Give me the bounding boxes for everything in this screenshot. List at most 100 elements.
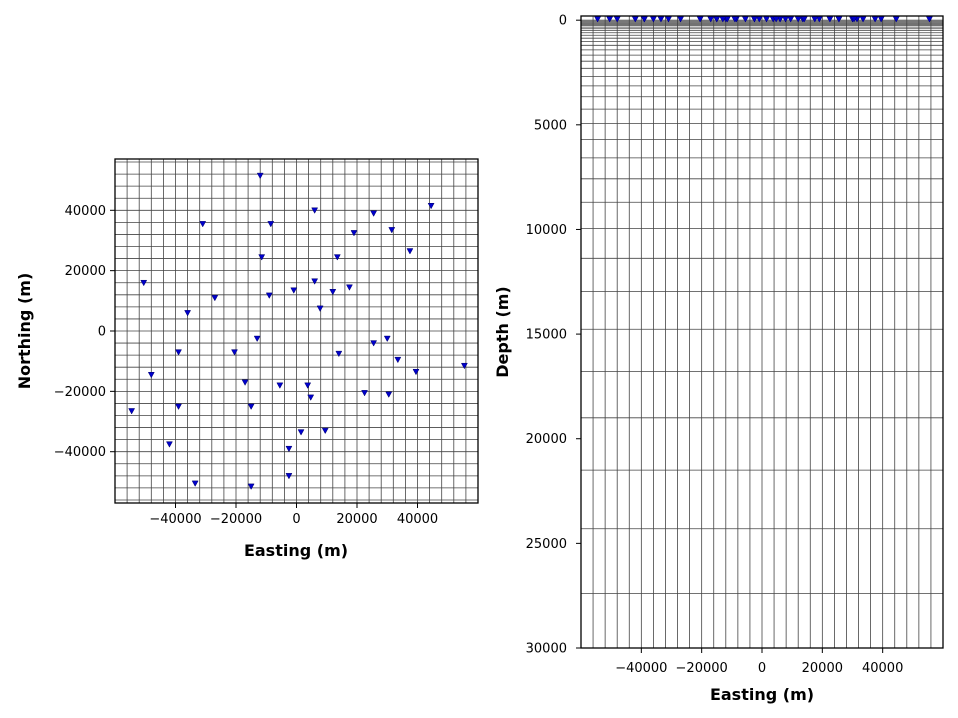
x-tick-label: 40000: [397, 512, 438, 527]
station-marker: [175, 403, 182, 410]
station-marker: [285, 445, 293, 453]
station-marker: [258, 254, 266, 261]
station-marker: [297, 429, 305, 436]
station-marker: [311, 278, 319, 285]
station-marker: [665, 16, 672, 23]
station-marker: [166, 441, 173, 448]
x-tick-label: −40000: [149, 512, 201, 527]
x-tick-label: 20000: [336, 512, 377, 527]
x-tick-label: 0: [758, 661, 766, 676]
station-marker: [253, 335, 261, 343]
y-tick-label: 30000: [526, 642, 567, 657]
x-tick-label: 20000: [802, 661, 843, 676]
station-marker: [640, 16, 648, 23]
station-marker: [370, 340, 378, 347]
station-marker: [800, 16, 808, 23]
station-marker: [265, 292, 273, 299]
station-marker: [191, 480, 199, 487]
station-marker: [385, 391, 393, 398]
station-marker: [731, 16, 739, 23]
y-tick-label: 25000: [526, 537, 567, 552]
station-marker: [184, 310, 192, 317]
station-marker: [333, 254, 341, 261]
station-marker: [763, 16, 770, 23]
station-marker: [713, 16, 721, 23]
station-marker: [304, 382, 312, 389]
station-marker: [696, 16, 704, 23]
plan-view-x-ticks: −40000 −20000 0 20000 40000: [149, 503, 438, 527]
station-marker: [199, 221, 207, 228]
station-marker: [460, 362, 468, 370]
station-marker: [247, 403, 255, 410]
station-marker: [877, 16, 885, 23]
station-marker: [723, 16, 731, 23]
section-view-axes: −40000 −20000 0 20000 40000 0 5000 10000 15000 2…: [493, 14, 944, 704]
station-marker: [755, 16, 763, 23]
station-marker: [276, 382, 284, 389]
station-marker: [707, 16, 715, 23]
y-tick-label: 0: [559, 14, 567, 29]
station-marker: [361, 390, 368, 397]
station-marker: [815, 16, 823, 23]
station-marker: [794, 16, 802, 23]
station-marker: [388, 227, 396, 234]
station-marker: [751, 16, 758, 23]
plan-view-y-ticks: −40000 −20000 0 20000 40000: [54, 204, 115, 460]
y-tick-label: −20000: [54, 385, 106, 400]
station-marker: [892, 16, 900, 23]
station-marker: [859, 16, 867, 23]
station-marker: [321, 427, 329, 435]
station-marker: [128, 408, 136, 415]
station-marker: [350, 230, 358, 237]
station-marker: [211, 295, 219, 302]
station-marker: [631, 16, 639, 23]
station-marker: [782, 16, 789, 23]
station-marker: [316, 305, 324, 312]
station-marker: [285, 473, 293, 480]
station-marker: [175, 349, 182, 356]
station-marker: [772, 16, 780, 23]
y-tick-label: 5000: [534, 118, 567, 133]
y-tick-label: 10000: [526, 223, 567, 238]
plan-view-x-axis-label: Easting (m): [244, 541, 348, 560]
station-marker: [926, 16, 933, 23]
station-marker: [649, 16, 657, 23]
station-marker: [613, 16, 621, 23]
station-marker: [811, 16, 819, 23]
station-marker: [290, 287, 298, 294]
station-marker: [657, 16, 665, 23]
station-marker: [140, 279, 148, 287]
x-tick-label: −20000: [676, 661, 728, 676]
plan-view-axes: −40000 −20000 0 20000 40000 −40000 −20000 0 200…: [15, 158, 479, 560]
station-marker: [871, 16, 879, 23]
section-view-mesh-grid: [580, 16, 944, 649]
section-view-x-axis-label: Easting (m): [710, 685, 814, 704]
station-marker: [329, 289, 337, 296]
station-marker: [606, 16, 614, 23]
station-marker: [346, 284, 353, 291]
x-tick-label: 0: [292, 512, 300, 527]
station-marker: [594, 16, 602, 23]
station-marker: [335, 350, 343, 358]
plan-view-y-axis-label: Northing (m): [15, 273, 34, 390]
station-marker: [311, 207, 319, 214]
x-tick-label: −20000: [210, 512, 262, 527]
station-marker: [719, 16, 727, 23]
section-view-y-ticks: 0 5000 10000 15000 20000 25000 30000: [526, 14, 581, 657]
station-marker: [850, 16, 858, 23]
station-marker: [231, 349, 238, 356]
station-marker: [267, 221, 275, 228]
station-marker: [307, 394, 315, 401]
station-marker: [247, 483, 255, 490]
station-marker: [412, 368, 420, 376]
y-tick-label: 40000: [65, 204, 106, 219]
station-marker: [394, 356, 402, 364]
station-marker: [383, 335, 391, 343]
y-tick-label: −40000: [54, 445, 106, 460]
y-tick-label: 20000: [526, 432, 567, 447]
section-view-x-ticks: −40000 −20000 0 20000 40000: [615, 648, 903, 676]
section-view-y-axis-label: Depth (m): [493, 286, 512, 378]
station-marker: [406, 248, 414, 255]
station-marker: [787, 16, 795, 23]
